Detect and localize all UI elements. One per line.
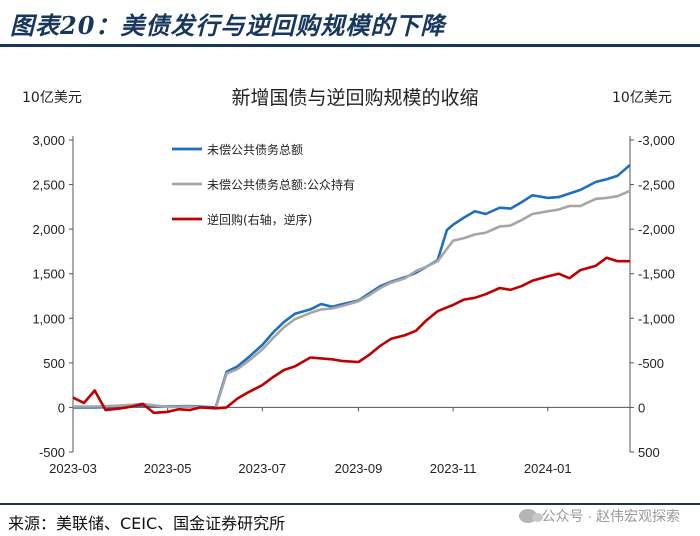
right-axis-tick-label: -2,500	[638, 178, 675, 193]
left-axis-tick-label: -500	[39, 445, 65, 460]
report-header: 图表20：美债发行与逆回购规模的下降	[0, 0, 700, 47]
chart-title: 新增国债与逆回购规模的收缩	[231, 87, 478, 109]
right-axis-tick-label: -2,000	[638, 222, 675, 237]
legend-label-1: 未偿公共债务总额	[207, 142, 303, 157]
left-axis-tick-label: 1,500	[32, 267, 65, 282]
footer-divider	[0, 503, 700, 505]
left-axis-tick-label: 3,000	[32, 133, 65, 148]
left-axis-tick-label: 0	[58, 400, 65, 415]
left-axis-tick-label: 500	[43, 356, 65, 371]
x-axis-tick-label: 2023-11	[430, 461, 477, 476]
source-note: 来源：美联储、CEIC、国金证券研究所	[8, 514, 286, 533]
wechat-icon	[518, 509, 543, 523]
right-axis-tick-label: 0	[638, 400, 645, 415]
right-axis-tick-label: -500	[638, 356, 664, 371]
line-chart: 新增国债与逆回购规模的收缩 10亿美元 10亿美元 -500 0 500 1,000 1…	[22, 87, 675, 476]
left-axis-unit: 10亿美元	[22, 90, 82, 106]
right-axis-tick-label: -3,000	[638, 133, 675, 148]
right-axis-unit: 10亿美元	[612, 90, 672, 106]
series-line-1	[73, 164, 631, 409]
x-axis-tick-label: 2024-01	[524, 461, 572, 476]
left-axis-tick-label: 2,000	[32, 222, 65, 237]
right-axis-tick-label: 500	[638, 445, 660, 460]
left-axis-tick-label: 2,500	[32, 178, 65, 193]
figure-title: 图表20：美债发行与逆回购规模的下降	[10, 11, 446, 40]
series-line-3	[72, 256, 630, 415]
series-line-2	[73, 189, 631, 410]
x-axis-tick-label: 2023-07	[238, 461, 286, 476]
legend-label-2: 未偿公共债务总额:公众持有	[207, 177, 355, 192]
right-axis-tick-label: -1,000	[638, 311, 675, 326]
legend-label-3: 逆回购(右轴，逆序)	[207, 212, 312, 227]
header-divider	[0, 44, 700, 47]
x-axis-tick-label: 2023-05	[144, 461, 192, 476]
right-axis-tick-label: -1,500	[638, 267, 675, 282]
watermark: 公众号 · 赵伟宏观探索	[518, 506, 680, 526]
x-axis-tick-label: 2023-03	[49, 461, 97, 476]
series-lines	[72, 164, 631, 415]
chart-axes: -500 0 500 1,000 1,500 2,000 2,500 3,000 500 0 -50…	[32, 133, 674, 476]
watermark-text: 公众号 · 赵伟宏观探索	[541, 508, 680, 524]
left-axis-tick-label: 1,000	[32, 311, 65, 326]
x-axis-tick-label: 2023-09	[335, 461, 383, 476]
